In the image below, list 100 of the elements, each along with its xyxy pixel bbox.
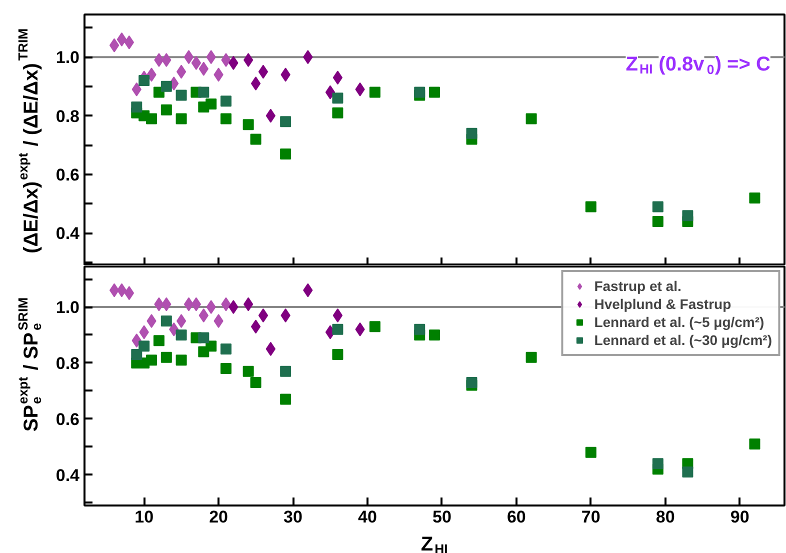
y-tick-label: 1.0: [56, 48, 80, 68]
y-tick-label: 0.8: [56, 354, 80, 373]
point: [124, 35, 134, 50]
y-tick-label: 0.6: [56, 165, 80, 184]
point: [138, 75, 150, 86]
point: [332, 324, 344, 335]
point: [250, 377, 262, 388]
point: [325, 85, 336, 100]
y-tick-label: 0.6: [56, 410, 80, 429]
point: [369, 86, 380, 98]
point: [191, 297, 202, 312]
x-tick-label: 30: [284, 508, 302, 526]
point: [280, 116, 292, 128]
point: [585, 201, 596, 212]
point: [116, 283, 127, 298]
x-tick-label: 20: [209, 508, 228, 526]
point: [466, 128, 478, 139]
y-axis-title: SPeexpt / SPeSRIM: [16, 297, 44, 432]
point: [332, 349, 344, 360]
point: [652, 458, 664, 470]
point: [250, 76, 261, 90]
y-tick-label: 0.4: [56, 224, 80, 244]
point: [414, 86, 426, 98]
point: [176, 64, 186, 79]
point: [206, 98, 217, 110]
x-tick-label: 40: [358, 508, 377, 526]
point: [131, 101, 142, 112]
point: [220, 113, 232, 124]
point: [266, 342, 276, 356]
point: [242, 366, 254, 377]
point: [332, 107, 344, 118]
legend-label: Lennard et al. (~5 μg/cm²): [594, 314, 764, 330]
point: [332, 92, 344, 104]
legend-label: Lennard et al. (~30 μg/cm²): [594, 332, 772, 348]
point: [258, 308, 268, 322]
point: [652, 201, 664, 212]
x-tick-label: 10: [134, 508, 154, 526]
point: [160, 104, 172, 116]
point: [243, 297, 254, 312]
point: [191, 56, 202, 70]
point: [198, 332, 210, 344]
point: [332, 70, 343, 85]
y-tick-label: 1.0: [56, 298, 80, 318]
point: [250, 320, 261, 334]
point: [206, 340, 217, 352]
point: [160, 316, 172, 327]
point: [198, 86, 210, 98]
point: [466, 377, 478, 388]
point: [429, 329, 440, 340]
point: [280, 394, 292, 405]
point: [109, 38, 120, 52]
point: [160, 352, 172, 363]
point: [585, 446, 596, 458]
point: [176, 314, 186, 328]
point: [369, 321, 380, 332]
point: [526, 113, 537, 124]
point: [682, 210, 694, 222]
point: [220, 343, 232, 354]
point: [429, 86, 440, 98]
point: [160, 80, 172, 92]
x-tick-label: 70: [581, 508, 600, 526]
point: [243, 53, 254, 68]
point: [749, 438, 760, 450]
point: [184, 297, 194, 312]
x-tick-label: 80: [656, 508, 675, 526]
legend-label: Hvelplund & Fastrup: [594, 296, 732, 312]
point: [116, 32, 127, 46]
y-axis-title: (ΔE/Δx)expt / (ΔE/Δx)TRIM: [16, 28, 42, 254]
point: [131, 349, 142, 360]
y-tick-label: 0.4: [56, 466, 80, 485]
point: [414, 324, 426, 335]
point: [280, 366, 292, 377]
point: [332, 308, 343, 322]
point: [146, 354, 158, 366]
x-tick-label: 50: [432, 508, 452, 526]
y-tick-label: 0.8: [56, 106, 80, 126]
point: [176, 113, 187, 124]
x-tick-label: 90: [730, 508, 750, 526]
point: [138, 340, 150, 352]
point: [652, 216, 664, 227]
point: [146, 113, 158, 124]
point: [749, 192, 760, 204]
point: [176, 90, 187, 101]
point: [526, 352, 537, 363]
point: [220, 96, 232, 107]
point: [184, 50, 194, 64]
point: [250, 134, 262, 145]
point: [124, 286, 134, 300]
point: [176, 329, 187, 340]
point: [280, 148, 292, 160]
point: [258, 64, 268, 79]
point: [176, 354, 187, 366]
point: [242, 119, 254, 130]
point: [109, 283, 120, 298]
point: [220, 363, 232, 374]
x-tick-label: 60: [506, 508, 526, 526]
point: [266, 108, 276, 123]
point: [153, 335, 164, 346]
legend-label: Fastrup et al.: [594, 278, 682, 294]
point: [682, 466, 694, 478]
